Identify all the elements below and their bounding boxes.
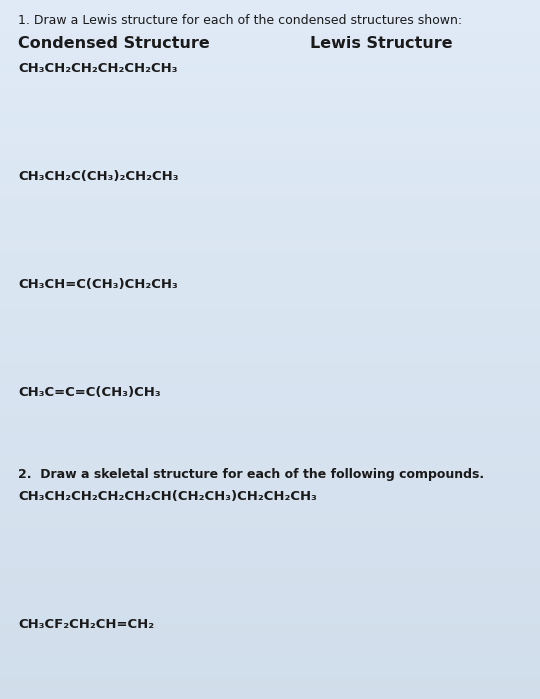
Text: CH₃CH₂CH₂CH₂CH₂CH(CH₂CH₃)CH₂CH₂CH₃: CH₃CH₂CH₂CH₂CH₂CH(CH₂CH₃)CH₂CH₂CH₃ [18,490,317,503]
Text: 1. Draw a Lewis structure for each of the condensed structures shown:: 1. Draw a Lewis structure for each of th… [18,14,462,27]
Text: CH₃CH=C(CH₃)CH₂CH₃: CH₃CH=C(CH₃)CH₂CH₃ [18,278,178,291]
Text: Lewis Structure: Lewis Structure [310,36,453,51]
Text: 2.  Draw a skeletal structure for each of the following compounds.: 2. Draw a skeletal structure for each of… [18,468,484,481]
Text: CH₃C=C=C(CH₃)CH₃: CH₃C=C=C(CH₃)CH₃ [18,386,160,399]
Text: CH₃CH₂CH₂CH₂CH₂CH₃: CH₃CH₂CH₂CH₂CH₂CH₃ [18,62,178,75]
Text: CH₃CH₂C(CH₃)₂CH₂CH₃: CH₃CH₂C(CH₃)₂CH₂CH₃ [18,170,179,183]
Text: Condensed Structure: Condensed Structure [18,36,210,51]
Text: CH₃CF₂CH₂CH=CH₂: CH₃CF₂CH₂CH=CH₂ [18,618,154,631]
